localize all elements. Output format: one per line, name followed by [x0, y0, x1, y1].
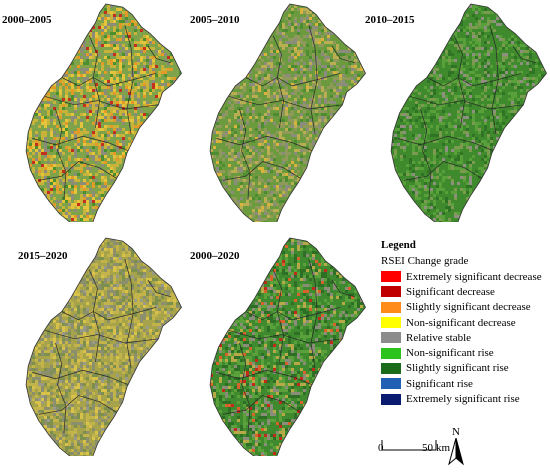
- legend-swatch: [381, 271, 401, 283]
- scale-end-label: 50: [422, 442, 433, 454]
- legend-item: Extremely significant rise: [381, 391, 550, 406]
- legend-swatch: [381, 347, 401, 359]
- legend-swatch: [381, 301, 401, 313]
- legend-item: Relative stable: [381, 330, 550, 345]
- legend-label: Slightly significant decrease: [406, 301, 531, 314]
- legend-swatch: [381, 317, 401, 329]
- legend-label: Non-significant rise: [406, 347, 494, 360]
- legend-item: Extremely significant decrease: [381, 269, 550, 284]
- map-panel-2000-2020: 2000–2020: [186, 236, 366, 456]
- county-boundaries: [216, 258, 356, 434]
- north-label: N: [452, 426, 460, 438]
- north-arrow-icon: [448, 438, 464, 466]
- scale-zero-label: 0: [378, 442, 384, 454]
- scale-bar-line: [381, 440, 437, 451]
- legend-item: Significant decrease: [381, 284, 550, 299]
- panel-title: 2000–2005: [2, 14, 52, 26]
- land-cover-texture: [391, 5, 547, 222]
- region-map: [209, 3, 366, 222]
- land-cover-texture: [210, 5, 366, 222]
- county-boundaries: [32, 258, 172, 434]
- scale-unit-label: km: [436, 442, 451, 454]
- legend-label: Non-significant decrease: [406, 316, 516, 329]
- legend-item: Slightly significant rise: [381, 361, 550, 376]
- panel-title: 2010–2015: [365, 14, 415, 26]
- legend-label: Significant rise: [406, 377, 473, 390]
- legend-swatch: [381, 378, 401, 390]
- region-map: [209, 237, 366, 456]
- region-map: [390, 3, 547, 222]
- map-legend: Legend RSEI Change grade Extremely signi…: [381, 238, 550, 407]
- land-cover-texture: [26, 239, 182, 456]
- legend-label: Extremely significant rise: [406, 393, 520, 406]
- panel-title: 2015–2020: [18, 250, 68, 262]
- region-outline: [390, 3, 547, 222]
- region-outline: [209, 237, 366, 456]
- legend-swatch: [381, 393, 401, 405]
- legend-swatch: [381, 286, 401, 298]
- legend-subtitle: RSEI Change grade: [381, 255, 469, 267]
- legend-item: Non-significant decrease: [381, 315, 550, 330]
- map-panel-2010-2015: 2010–2015: [365, 2, 547, 222]
- legend-label: Significant decrease: [406, 285, 495, 298]
- map-panel-2005-2010: 2005–2010: [186, 2, 366, 222]
- region-map: [25, 237, 182, 456]
- land-cover-texture: [210, 239, 366, 456]
- county-boundaries: [397, 24, 537, 200]
- legend-title: Legend: [381, 239, 416, 251]
- legend-label: Slightly significant rise: [406, 362, 509, 375]
- scale-bar: 0 50 km: [378, 438, 468, 468]
- legend-label: Relative stable: [406, 331, 472, 344]
- legend-swatch: [381, 332, 401, 344]
- region-outline: [25, 3, 182, 222]
- land-cover-texture: [26, 5, 182, 222]
- region-outline: [25, 237, 182, 456]
- panel-title: 2005–2010: [190, 14, 240, 26]
- north-arrow: N: [446, 426, 466, 466]
- legend-item: Significant rise: [381, 376, 550, 391]
- legend-item: Non-significant rise: [381, 345, 550, 360]
- region-outline: [209, 3, 366, 222]
- map-panel-2015-2020: 2015–2020: [2, 236, 182, 456]
- county-boundaries: [32, 24, 172, 200]
- legend-swatch: [381, 362, 401, 374]
- legend-label: Extremely significant decrease: [406, 270, 542, 283]
- region-map: [25, 3, 182, 222]
- county-boundaries: [216, 24, 356, 200]
- map-panel-2000-2005: 2000–2005: [2, 2, 182, 222]
- panel-title: 2000–2020: [190, 250, 240, 262]
- legend-item: Slightly significant decrease: [381, 300, 550, 315]
